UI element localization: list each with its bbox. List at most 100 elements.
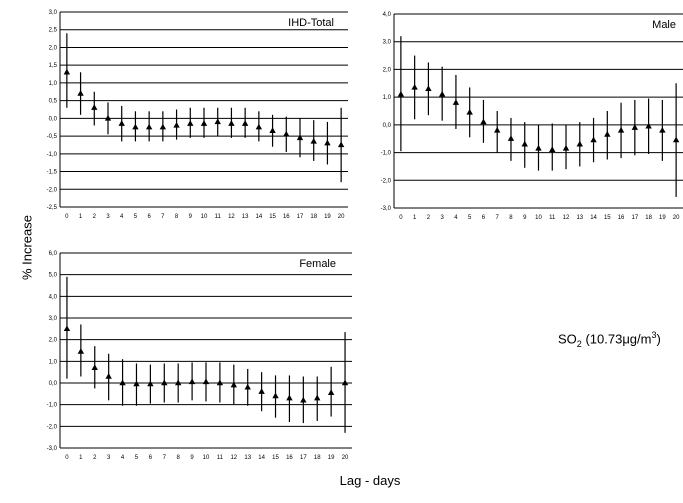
x-tick-label: 7 [496,215,500,221]
data-point [645,122,652,129]
data-point [255,123,263,130]
y-tick-label: -1,0 [47,403,58,409]
x-tick-label: 1 [79,455,83,461]
data-point [174,379,182,386]
data-point [132,123,139,130]
data-point [202,378,210,385]
x-tick-label: 2 [427,215,431,221]
data-point [300,396,307,403]
y-tick-label: -3,0 [47,446,58,452]
y-tick-label: -1,0 [381,151,392,157]
data-point [452,99,460,105]
data-point [200,120,208,126]
data-point [283,130,290,137]
y-tick-label: 4,0 [383,12,392,18]
x-tick-label: 12 [228,214,235,220]
y-tick-label: 0,0 [49,116,58,122]
x-tick-label: 18 [314,455,321,461]
data-point [214,118,221,125]
y-tick-label: -1,0 [47,152,58,158]
y-tick-label: -2,0 [381,178,392,184]
y-tick-label: 0,0 [49,381,58,387]
y-tick-label: 2,0 [49,338,58,344]
x-tick-label: 3 [440,215,444,221]
x-tick-label: 20 [673,215,680,221]
data-point [272,392,279,399]
panel-ihd-total: 3,0 2,5 2,0 1,5 1,0 0,5 0,0 -0,5 -1,0 -1,5 -2,0 -2,… [47,10,348,220]
x-tick-label: 15 [604,215,611,221]
data-point [145,123,153,130]
x-tick-label: 19 [324,214,331,220]
x-tick-label: 10 [203,455,210,461]
x-tick-label: 13 [244,455,251,461]
x-tick-label: 6 [147,214,151,220]
x-tick-label: 3 [107,455,111,461]
x-tick-label: 15 [272,455,279,461]
data-point [425,85,432,92]
data-point [296,134,304,141]
pollutant-subscript: 2 [576,338,582,349]
y-tick-label: 6,0 [49,251,58,257]
x-tick-label: 8 [177,455,181,461]
data-point [341,379,349,386]
data-point [314,394,321,401]
data-point [590,136,597,143]
x-tick-label: 12 [230,455,237,461]
data-point [494,126,501,133]
data-point [161,379,168,386]
data-point [466,108,473,115]
x-tick-label: 2 [93,214,97,220]
y-tick-label: 2,5 [49,28,58,34]
x-tick-label: 5 [134,214,138,220]
data-point [77,348,85,354]
y-tick-label: 2,0 [49,45,58,51]
data-point [228,120,235,126]
x-tick-label: 19 [328,455,335,461]
data-point [77,90,84,96]
y-tick-label: 3,0 [383,40,392,46]
data-point [230,381,238,388]
pollutant-unit: μg/m [622,331,652,347]
x-tick-label: 10 [201,214,208,220]
data-point [118,120,125,126]
x-tick-label: 14 [258,455,265,461]
data-point [269,127,276,133]
panel-title: Female [299,258,336,270]
y-tick-label: 3,0 [49,10,58,16]
x-tick-label: 16 [618,215,625,221]
x-tick-label: 14 [590,215,597,221]
x-tick-label: 7 [161,214,165,220]
x-tick-label: 14 [256,214,263,220]
x-tick-label: 9 [523,215,527,221]
data-point [105,373,112,379]
x-tick-label: 16 [286,455,293,461]
x-tick-label: 8 [509,215,513,221]
data-point [438,90,446,97]
y-tick-label: 1,0 [49,81,58,87]
data-point [91,364,98,371]
data-point [286,394,293,401]
x-tick-label: 6 [482,215,486,221]
x-tick-label: 17 [631,215,638,221]
y-tick-label: 1,0 [49,359,58,365]
x-tick-label: 8 [175,214,179,220]
pollutant-unit-superscript: 3 [651,330,657,340]
x-tick-label: 4 [454,215,458,221]
data-point [147,380,154,387]
data-point [63,68,71,75]
y-tick-label: 3,0 [49,316,58,322]
x-tick-label: 1 [413,215,417,221]
x-tick-label: 9 [189,214,193,220]
x-tick-label: 19 [659,215,666,221]
data-point [576,140,583,147]
y-tick-label: -3,0 [381,206,392,212]
y-tick-label: -1,5 [47,170,58,176]
x-tick-label: 11 [217,455,224,461]
x-tick-label: 5 [135,455,139,461]
x-tick-label: 4 [120,214,124,220]
data-point [104,114,112,121]
data-point [188,378,196,385]
y-tick-label: -2,5 [47,205,58,211]
